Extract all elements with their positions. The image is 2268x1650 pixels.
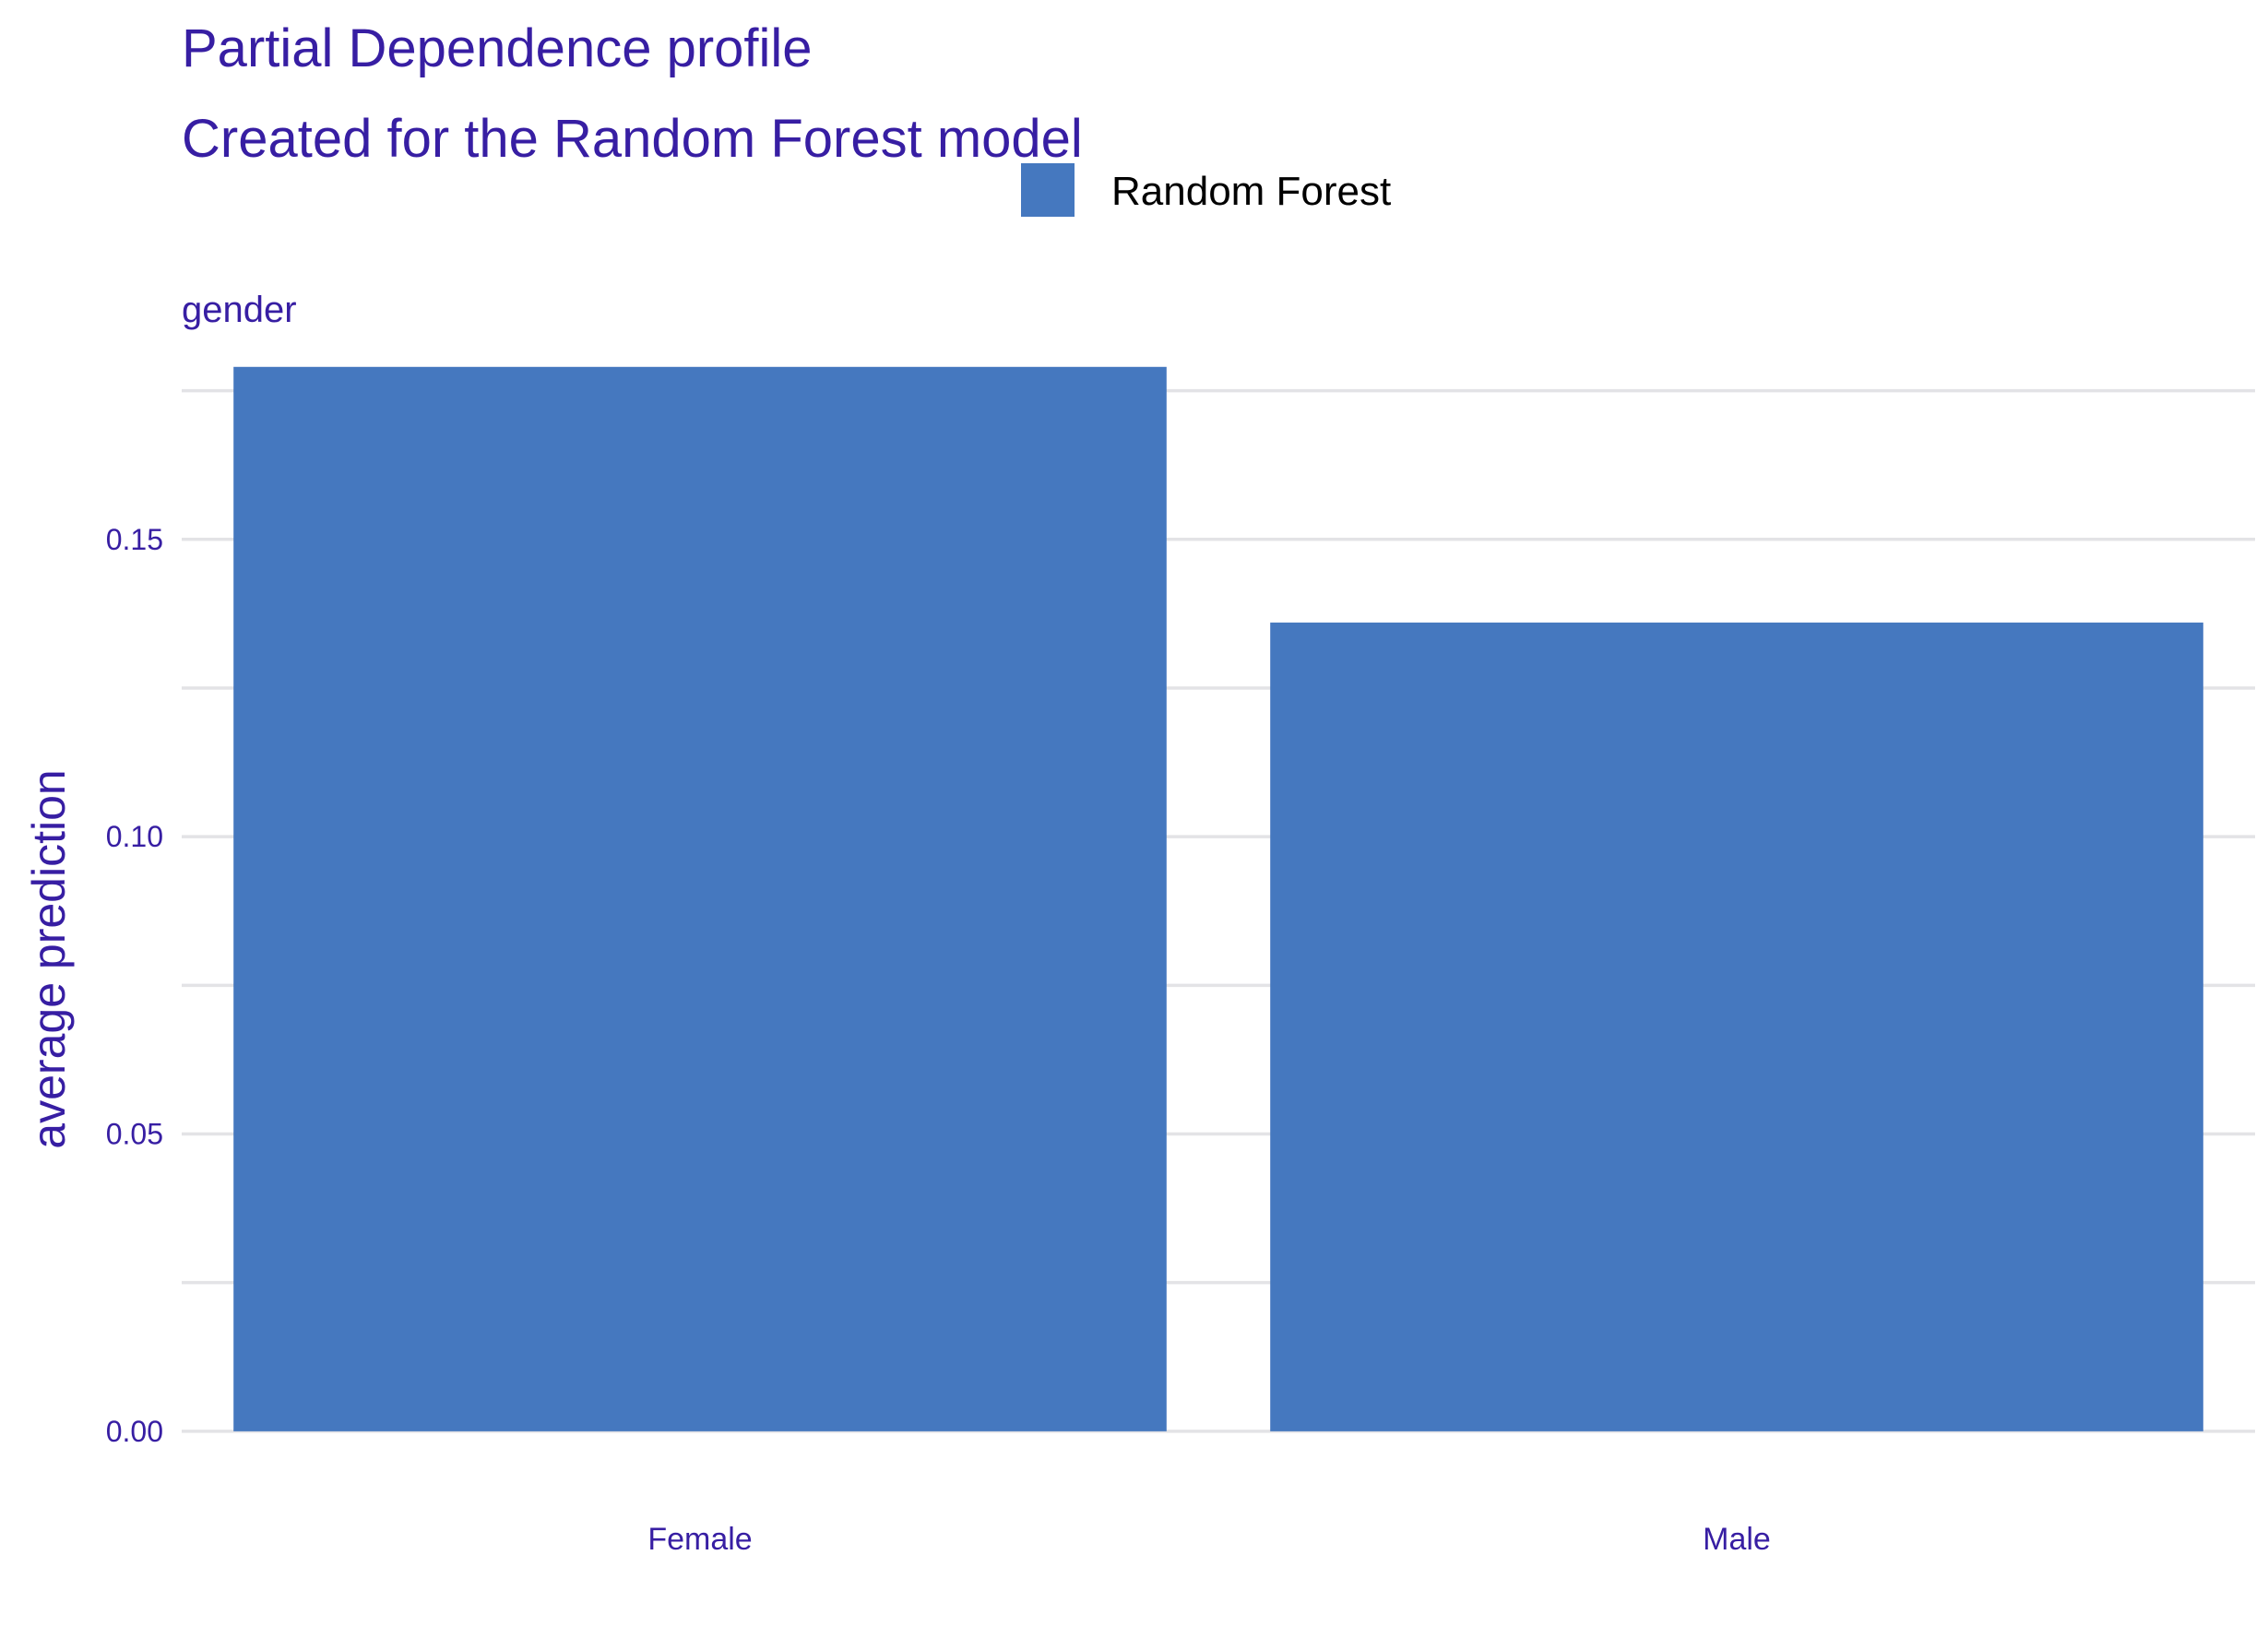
x-tick-label-female: Female [647,1522,752,1557]
facet-label: gender [182,290,297,330]
y-axis-label: average prediction [23,769,75,1148]
y-tick-label: 0.10 [106,820,163,853]
y-tick-labels: 0.00 0.05 0.10 0.15 [106,523,163,1448]
bar-male [1270,623,2203,1431]
legend: Random Forest [1021,163,1391,217]
legend-label-random-forest: Random Forest [1111,169,1391,214]
y-tick-label: 0.15 [106,523,163,556]
y-tick-label: 0.00 [106,1415,163,1448]
bars [233,366,2203,1431]
x-tick-label-male: Male [1703,1522,1771,1557]
legend-swatch [1021,163,1075,217]
chart-title: Partial Dependence profile [182,18,813,78]
chart-subtitle: Created for the Random Forest model [182,109,1083,169]
bar-female [233,366,1167,1431]
y-tick-label: 0.05 [106,1118,163,1151]
x-tick-labels: Female Male [647,1522,1771,1557]
